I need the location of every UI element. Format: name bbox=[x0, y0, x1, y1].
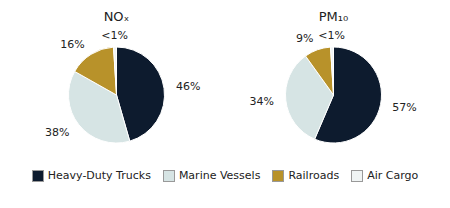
html-text:PM₁₀: PM₁₀ bbox=[318, 9, 349, 24]
svg-text:16%: 16% bbox=[60, 38, 84, 51]
html-text:NOₓ: NOₓ bbox=[103, 9, 130, 24]
html-text:Railroads: Railroads bbox=[288, 169, 340, 182]
html-text:Marine Vessels: Marine Vessels bbox=[178, 169, 261, 182]
svg-text:46%: 46% bbox=[176, 80, 200, 93]
html-text:Heavy-Duty Trucks: Heavy-Duty Trucks bbox=[47, 169, 151, 182]
svg-text:34%: 34% bbox=[249, 95, 273, 108]
html-text:Air Cargo: Air Cargo bbox=[367, 169, 419, 182]
svg-text:57%: 57% bbox=[392, 101, 416, 114]
svg-text:9%: 9% bbox=[296, 32, 313, 45]
svg-text:<1%: <1% bbox=[101, 29, 128, 42]
svg-text:38%: 38% bbox=[45, 126, 69, 139]
svg-text:<1%: <1% bbox=[318, 29, 345, 42]
